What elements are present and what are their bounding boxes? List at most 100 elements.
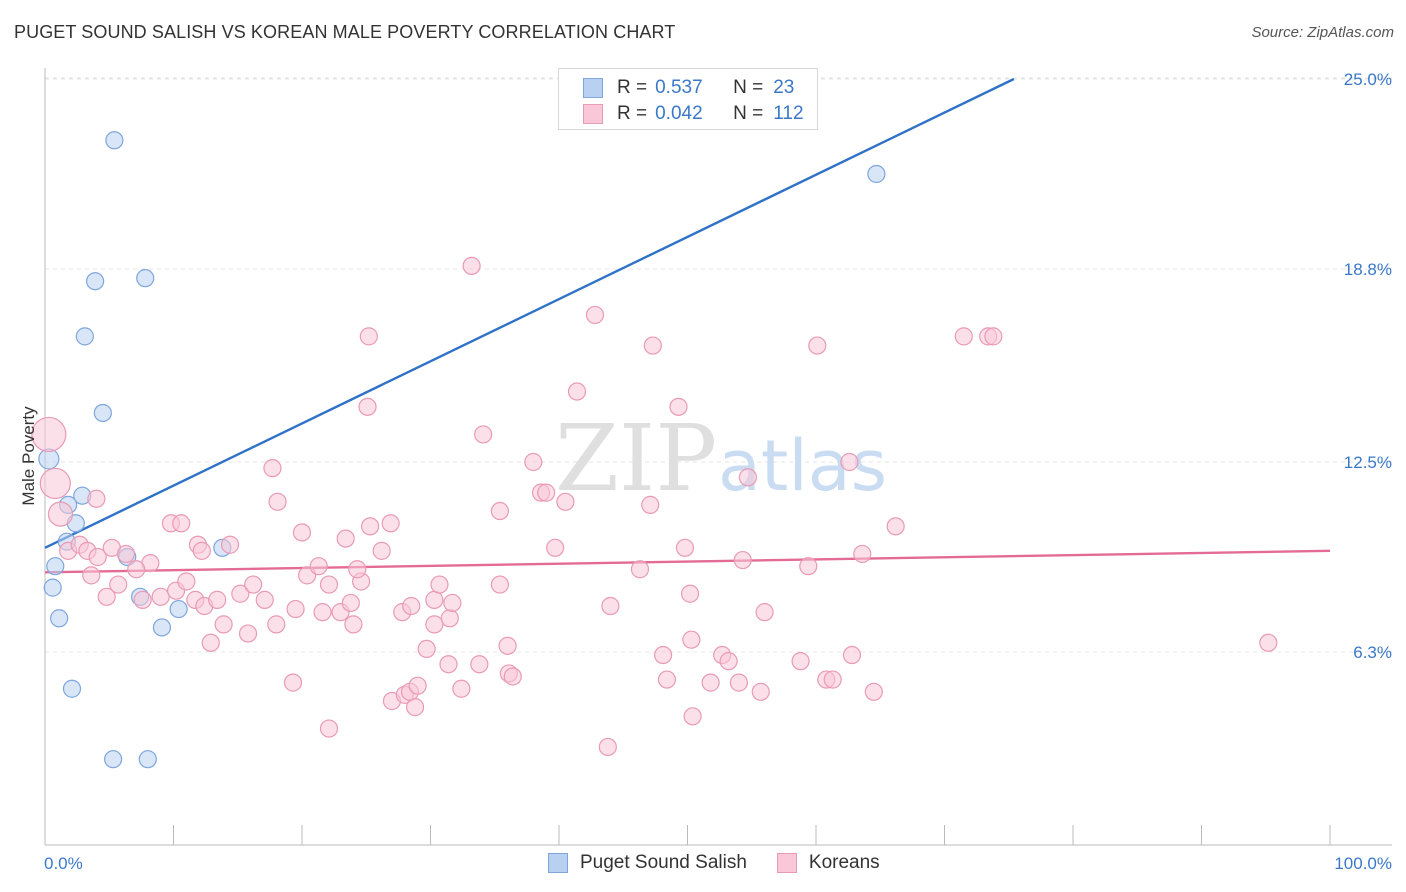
point-koreans xyxy=(556,492,575,511)
series-legend-puget: Puget Sound Salish xyxy=(548,852,747,874)
point-puget xyxy=(43,578,62,597)
point-koreans xyxy=(244,575,263,594)
watermark: ZIP atlas xyxy=(555,405,887,512)
point-koreans xyxy=(680,584,700,603)
legend-r-value: 0.537 xyxy=(655,77,703,98)
point-koreans xyxy=(425,615,444,634)
point-koreans xyxy=(440,609,459,628)
point-koreans xyxy=(201,633,220,652)
point-koreans xyxy=(408,676,427,695)
point-koreans xyxy=(682,630,701,649)
watermark-atlas: atlas xyxy=(718,425,887,507)
point-koreans xyxy=(336,529,355,548)
point-koreans xyxy=(462,256,481,276)
y-axis-label: Male Poverty xyxy=(19,406,38,506)
point-koreans xyxy=(417,639,436,659)
point-koreans xyxy=(319,575,339,594)
y-tick-label: 18.8% xyxy=(1344,260,1392,279)
point-koreans xyxy=(208,590,227,609)
grid-lines xyxy=(45,77,1392,653)
point-koreans xyxy=(344,615,363,634)
trend-line-koreans xyxy=(44,549,1331,574)
point-koreans xyxy=(430,575,449,594)
point-koreans xyxy=(601,596,620,616)
point-koreans xyxy=(470,655,489,674)
point-koreans xyxy=(348,560,367,579)
point-puget xyxy=(62,679,82,698)
point-koreans xyxy=(719,652,738,671)
x-tick-label: 0.0% xyxy=(44,854,83,873)
point-koreans xyxy=(286,599,305,619)
point-koreans xyxy=(292,523,312,542)
point-koreans xyxy=(192,541,211,560)
point-puget xyxy=(46,557,65,576)
point-koreans xyxy=(585,305,605,325)
point-koreans xyxy=(738,468,757,487)
point-koreans xyxy=(47,501,74,527)
series-swatch-koreans xyxy=(776,853,797,873)
point-koreans xyxy=(97,587,116,606)
point-koreans xyxy=(133,590,152,609)
point-koreans xyxy=(452,679,471,698)
point-koreans xyxy=(1259,633,1278,652)
legend-n-value: 23 xyxy=(773,77,795,98)
point-koreans xyxy=(840,452,859,472)
point-puget xyxy=(50,609,69,628)
legend-r-label: R = xyxy=(617,103,648,124)
point-koreans xyxy=(701,673,720,692)
watermark-zip: ZIP xyxy=(555,405,717,512)
legend-n-value: 112 xyxy=(773,103,804,124)
point-koreans xyxy=(87,489,106,508)
point-koreans xyxy=(653,645,673,665)
point-koreans xyxy=(220,535,240,554)
point-koreans xyxy=(361,517,380,536)
y-tick-label: 6.3% xyxy=(1353,643,1392,662)
point-koreans xyxy=(808,336,827,355)
chart-title: PUGET SOUND SALISH VS KOREAN MALE POVERT… xyxy=(14,22,676,42)
point-koreans xyxy=(567,382,587,401)
point-koreans xyxy=(31,416,67,453)
point-koreans xyxy=(88,547,107,567)
point-koreans xyxy=(503,667,522,686)
point-koreans xyxy=(268,492,287,511)
point-koreans xyxy=(490,501,509,521)
point-koreans xyxy=(358,397,377,416)
legend-r-value: 0.042 xyxy=(655,103,703,124)
point-koreans xyxy=(443,593,462,613)
point-koreans xyxy=(643,336,662,355)
point-koreans xyxy=(791,652,810,671)
point-koreans xyxy=(402,596,421,616)
point-koreans xyxy=(683,707,702,726)
point-koreans xyxy=(669,397,688,416)
point-koreans xyxy=(109,575,128,594)
point-koreans xyxy=(172,514,191,533)
point-koreans xyxy=(313,603,332,622)
point-koreans xyxy=(675,538,695,557)
point-koreans xyxy=(842,645,862,665)
series-legend-koreans: Koreans xyxy=(776,852,880,874)
legend-n-label: N = xyxy=(733,103,764,124)
axis-labels: Male Poverty 6.3% 12.5% 18.8% 25.0% 0.0% 100.… xyxy=(19,70,1392,873)
point-koreans xyxy=(82,566,101,585)
point-koreans xyxy=(319,719,339,738)
series-swatch-puget xyxy=(548,853,568,873)
point-koreans xyxy=(751,682,770,701)
point-koreans xyxy=(729,673,749,692)
correlation-legend: R = 0.537 N = 23 R = 0.042 N = 112 xyxy=(558,68,818,130)
point-koreans xyxy=(886,517,905,536)
point-puget xyxy=(104,750,123,769)
point-koreans xyxy=(439,655,458,674)
point-koreans xyxy=(598,737,617,757)
point-koreans xyxy=(267,615,286,634)
point-koreans xyxy=(359,327,378,346)
point-koreans xyxy=(405,698,425,717)
point-koreans xyxy=(733,550,752,570)
series-label-koreans: Koreans xyxy=(808,852,880,873)
point-koreans xyxy=(524,452,543,472)
point-puget xyxy=(138,750,157,769)
point-koreans xyxy=(372,541,391,560)
series-label-puget: Puget Sound Salish xyxy=(580,852,747,873)
point-koreans xyxy=(425,590,444,609)
point-koreans xyxy=(984,327,1003,346)
